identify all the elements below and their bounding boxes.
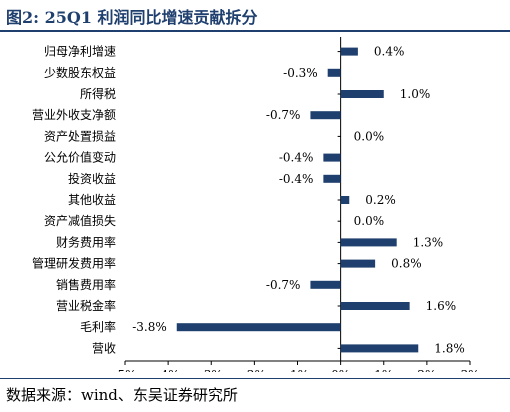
data-label: -0.3% bbox=[283, 66, 318, 80]
category-label: 毛利率 bbox=[80, 319, 116, 334]
data-label: 0.8% bbox=[391, 257, 422, 271]
data-label: -0.7% bbox=[266, 108, 301, 122]
data-label: 1.3% bbox=[413, 235, 444, 249]
x-tick-label: 2% bbox=[417, 368, 436, 372]
data-label: 0.2% bbox=[365, 193, 396, 207]
bar bbox=[340, 90, 384, 98]
category-label: 营业外收支净额 bbox=[32, 108, 116, 122]
category-label: 其他收益 bbox=[68, 193, 116, 207]
figure-header: 图2: 25Q1 利润同比增速贡献拆分 bbox=[0, 0, 510, 32]
x-tick-label: -3% bbox=[200, 368, 223, 372]
bar-chart: -5% -4% -3% -2% -1% 0% 1% 2% 3% 归母净利增速 0.4% 少数股东权益 -… bbox=[32, 37, 480, 372]
category-label: 财务费用率 bbox=[56, 234, 116, 249]
category-label: 投资收益 bbox=[68, 171, 116, 186]
category-label: 营收 bbox=[92, 341, 116, 355]
category-label: 销售费用率 bbox=[56, 277, 116, 292]
category-label: 营业税金率 bbox=[56, 298, 116, 313]
data-label: 1.8% bbox=[434, 341, 465, 355]
data-label: 1.6% bbox=[426, 299, 457, 313]
bar bbox=[176, 323, 341, 332]
data-label: -0.4% bbox=[279, 172, 314, 186]
x-tick-label: 3% bbox=[460, 368, 479, 372]
bar bbox=[340, 344, 419, 353]
bar bbox=[310, 111, 341, 120]
x-tick-label: -1% bbox=[286, 368, 309, 372]
category-label: 管理研发费用率 bbox=[32, 256, 116, 271]
data-label: -3.8% bbox=[132, 320, 167, 334]
x-tick-label: -5% bbox=[113, 368, 136, 372]
category-label: 归母净利增速 bbox=[44, 45, 116, 59]
category-label: 资产处置损益 bbox=[44, 129, 116, 143]
category-label: 公允价值变动 bbox=[44, 150, 116, 165]
data-label: 0.0% bbox=[354, 129, 385, 143]
x-tick-label: -2% bbox=[243, 368, 266, 372]
bar bbox=[340, 47, 358, 56]
x-tick-label: 0% bbox=[331, 368, 350, 372]
figure-title: 图2: 25Q1 利润同比增速贡献拆分 bbox=[6, 8, 258, 27]
category-label: 所得税 bbox=[80, 86, 116, 101]
data-label: 0.4% bbox=[374, 45, 405, 59]
data-label: -0.7% bbox=[266, 278, 301, 292]
bar bbox=[310, 280, 341, 289]
bar bbox=[323, 153, 341, 162]
bar bbox=[340, 238, 397, 247]
data-label: 1.0% bbox=[400, 87, 431, 101]
bar bbox=[327, 68, 341, 77]
category-label: 少数股东权益 bbox=[44, 65, 116, 80]
source-divider bbox=[0, 378, 510, 379]
bar bbox=[340, 196, 350, 204]
data-label: -0.4% bbox=[279, 151, 314, 165]
x-tick-label: 1% bbox=[374, 368, 393, 372]
bar bbox=[323, 174, 341, 183]
x-tick-label: -4% bbox=[157, 368, 180, 372]
data-label: 0.0% bbox=[354, 214, 385, 228]
bar bbox=[340, 302, 410, 310]
category-label: 资产减值损失 bbox=[44, 213, 116, 228]
bar bbox=[340, 259, 376, 268]
source-note: 数据来源：wind、东吴证券研究所 bbox=[6, 386, 238, 404]
